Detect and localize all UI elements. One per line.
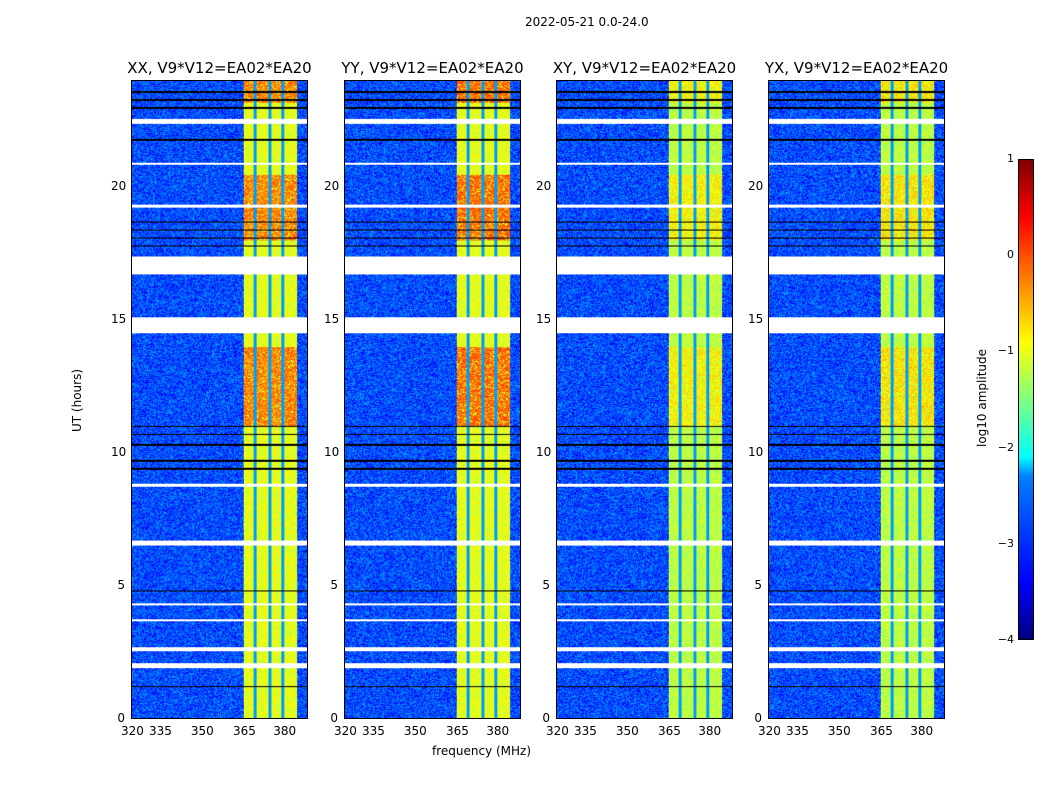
y-tick-label: 15: [324, 311, 340, 326]
y-tick-label: 10: [536, 444, 552, 459]
y-tick-label: 10: [111, 444, 127, 459]
y-tick-label: 10: [748, 444, 764, 459]
colorbar-label: log10 amplitude: [975, 348, 989, 447]
y-axis-label: UT (hours): [70, 368, 84, 432]
x-axis-label: frequency (MHz): [432, 744, 532, 758]
x-tick-label: 365: [446, 724, 469, 738]
colorbar-tick-label: −2: [997, 440, 1014, 454]
colorbar-tick-label: −3: [997, 536, 1014, 550]
y-tick-label: 5: [542, 577, 550, 592]
x-tick-label: 365: [233, 724, 256, 738]
x-tick-label: 335: [785, 724, 809, 738]
y-tick-label: 15: [111, 311, 127, 326]
y-tick-label: 0: [117, 711, 125, 725]
x-tick-label: 350: [615, 724, 639, 738]
heatmap-image: [557, 81, 732, 718]
y-tick-label: 15: [748, 311, 764, 326]
y-tick-label: 20: [748, 178, 764, 193]
heatmap-image: [345, 81, 520, 718]
y-tick-label: 15: [536, 311, 552, 326]
colorbar-tick-label: 0: [1007, 248, 1014, 262]
y-tick-label: 0: [542, 711, 550, 725]
x-tick-label: 335: [361, 724, 385, 738]
x-tick-label: 350: [827, 724, 851, 738]
y-tick-label: 20: [324, 178, 340, 193]
heatmap-image: [132, 81, 307, 718]
x-tick-label: 350: [190, 724, 214, 738]
y-tick-label: 0: [754, 711, 762, 725]
x-tick-label: 380: [910, 724, 934, 738]
panel-title: XX, V9*V12=EA02*EA20: [127, 59, 312, 77]
x-tick-label: 365: [870, 724, 893, 738]
colorbar-tick-label: −1: [997, 344, 1014, 358]
y-tick-label: 5: [117, 577, 125, 592]
heatmap-panel: [131, 80, 308, 719]
panel-title: YY, V9*V12=EA02*EA20: [341, 59, 524, 77]
heatmap-image: [769, 81, 944, 718]
colorbar-tick-label: 1: [1007, 152, 1014, 165]
x-tick-label: 335: [573, 724, 597, 738]
y-tick-label: 5: [330, 577, 338, 592]
y-tick-label: 20: [111, 178, 127, 193]
x-tick-label: 320: [758, 724, 781, 738]
colorbar: [1018, 159, 1034, 640]
heatmap-panel: [344, 80, 521, 719]
x-tick-label: 320: [334, 724, 357, 738]
heatmap-panel: [768, 80, 945, 719]
x-tick-label: 320: [546, 724, 569, 738]
x-tick-label: 380: [273, 724, 297, 738]
colorbar-tick-label: −4: [997, 633, 1014, 646]
x-tick-label: 380: [486, 724, 510, 738]
panel-title: XY, V9*V12=EA02*EA20: [552, 59, 737, 77]
x-tick-label: 380: [698, 724, 722, 738]
x-tick-label: 365: [658, 724, 681, 738]
figure-title: 2022-05-21 0.0-24.0: [525, 15, 649, 29]
heatmap-panel: [556, 80, 733, 719]
y-tick-label: 10: [324, 444, 340, 459]
y-tick-label: 0: [330, 711, 338, 725]
y-tick-label: 5: [754, 577, 762, 592]
x-tick-label: 335: [148, 724, 172, 738]
x-tick-label: 320: [121, 724, 144, 738]
x-tick-label: 350: [403, 724, 427, 738]
panel-title: YX, V9*V12=EA02*EA20: [764, 59, 949, 77]
y-tick-label: 20: [536, 178, 552, 193]
